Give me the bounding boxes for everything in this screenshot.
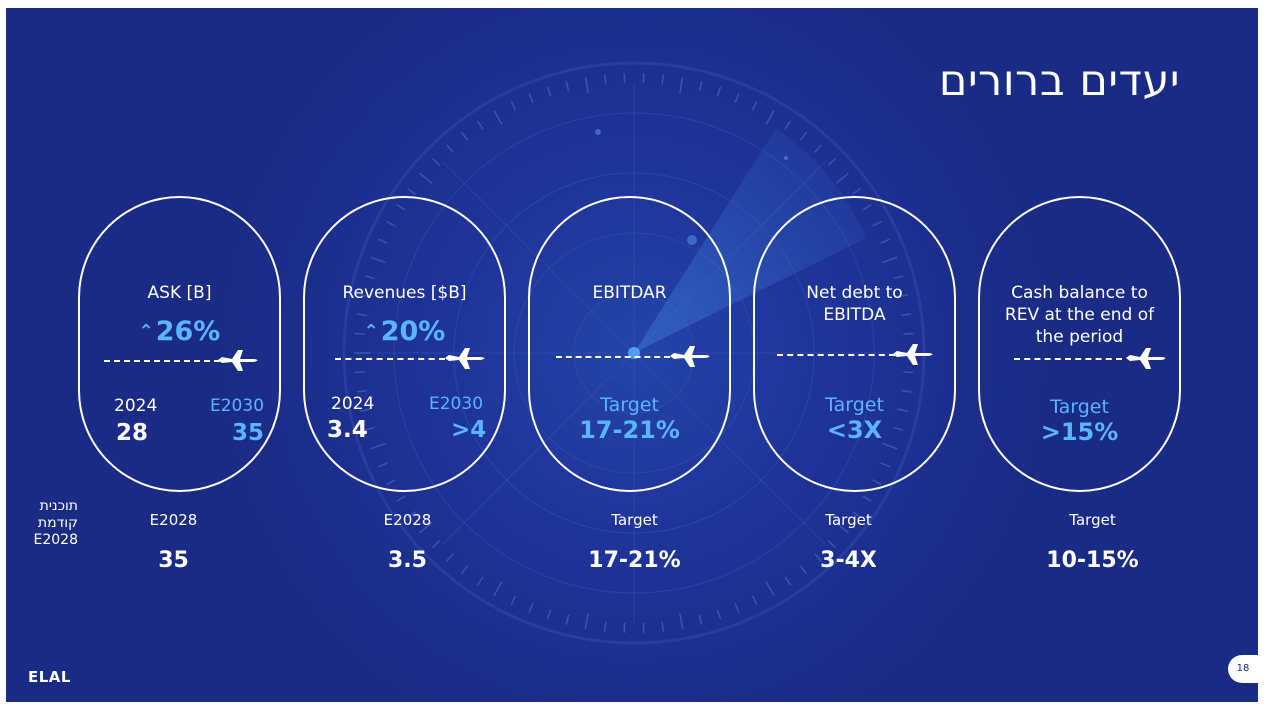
slide: יעדים ברורים ASK [B] ⌃26% 2024 E2030 28 … xyxy=(6,8,1258,702)
year-right: E2030 xyxy=(210,396,265,416)
airplane-icon xyxy=(1126,348,1166,369)
bottom-label-ask: E2028 xyxy=(149,511,198,529)
bottom-value-net-debt: 3-4X xyxy=(820,548,877,573)
value-right: >4 xyxy=(451,417,487,443)
bottom-label-ebitdar: Target xyxy=(611,511,658,529)
year-left: 2024 xyxy=(114,396,158,416)
year-right: E2030 xyxy=(429,394,484,414)
airplane-icon xyxy=(445,348,485,369)
dashed-line xyxy=(777,354,895,356)
card-label: Cash balance to REV at the end of the pe… xyxy=(1004,283,1155,347)
kpi-card-ask: ASK [B] ⌃26% 2024 E2030 28 35 xyxy=(78,196,281,492)
bottom-label-revenues: E2028 xyxy=(383,511,432,529)
bottom-value-cash-balance: 10-15% xyxy=(1046,548,1139,573)
growth-value: ⌃20% xyxy=(363,316,446,347)
dashed-line xyxy=(104,360,220,362)
kpi-card-net-debt: Net debt to EBITDA Target <3X xyxy=(753,196,956,492)
airplane-icon xyxy=(893,344,933,365)
bottom-value-revenues: 3.5 xyxy=(388,548,427,573)
kpi-card-revenues: Revenues [$B] ⌃20% 2024 E2030 3.4 >4 xyxy=(303,196,506,492)
card-label: EBITDAR xyxy=(592,283,667,303)
dashed-line xyxy=(1014,358,1122,360)
kpi-card-cash-balance: Cash balance to REV at the end of the pe… xyxy=(978,196,1181,492)
card-label: ASK [B] xyxy=(147,283,212,303)
growth-value: ⌃26% xyxy=(138,316,221,347)
airplane-icon xyxy=(670,346,710,367)
target-value: >15% xyxy=(1040,418,1119,446)
card-label: Revenues [$B] xyxy=(342,283,467,303)
target-value: 17-21% xyxy=(579,416,680,444)
bottom-value-ask: 35 xyxy=(158,548,189,573)
elal-logo: ELAL xyxy=(28,668,71,686)
double-chevron-up-icon: ⌃ xyxy=(138,321,154,342)
target-value: <3X xyxy=(826,416,883,444)
target-label: Target xyxy=(600,394,659,416)
bottom-label-net-debt: Target xyxy=(825,511,872,529)
previous-plan-label: תוכנית קודמת E2028 xyxy=(33,498,78,548)
page-number: 18 xyxy=(1228,655,1258,683)
target-label: Target xyxy=(825,394,884,416)
value-right: 35 xyxy=(232,420,265,446)
bottom-label-cash-balance: Target xyxy=(1069,511,1116,529)
page-title: יעדים ברורים xyxy=(938,56,1180,106)
airplane-icon xyxy=(218,350,258,371)
target-label: Target xyxy=(1050,396,1109,418)
dashed-line xyxy=(335,358,445,360)
value-left: 3.4 xyxy=(327,417,368,443)
card-label: Net debt to EBITDA xyxy=(806,283,903,325)
dashed-line xyxy=(556,356,670,358)
bottom-value-ebitdar: 17-21% xyxy=(588,548,681,573)
kpi-card-ebitdar: EBITDAR Target 17-21% xyxy=(528,196,731,492)
value-left: 28 xyxy=(116,420,149,446)
double-chevron-up-icon: ⌃ xyxy=(363,321,379,342)
year-left: 2024 xyxy=(331,394,375,414)
